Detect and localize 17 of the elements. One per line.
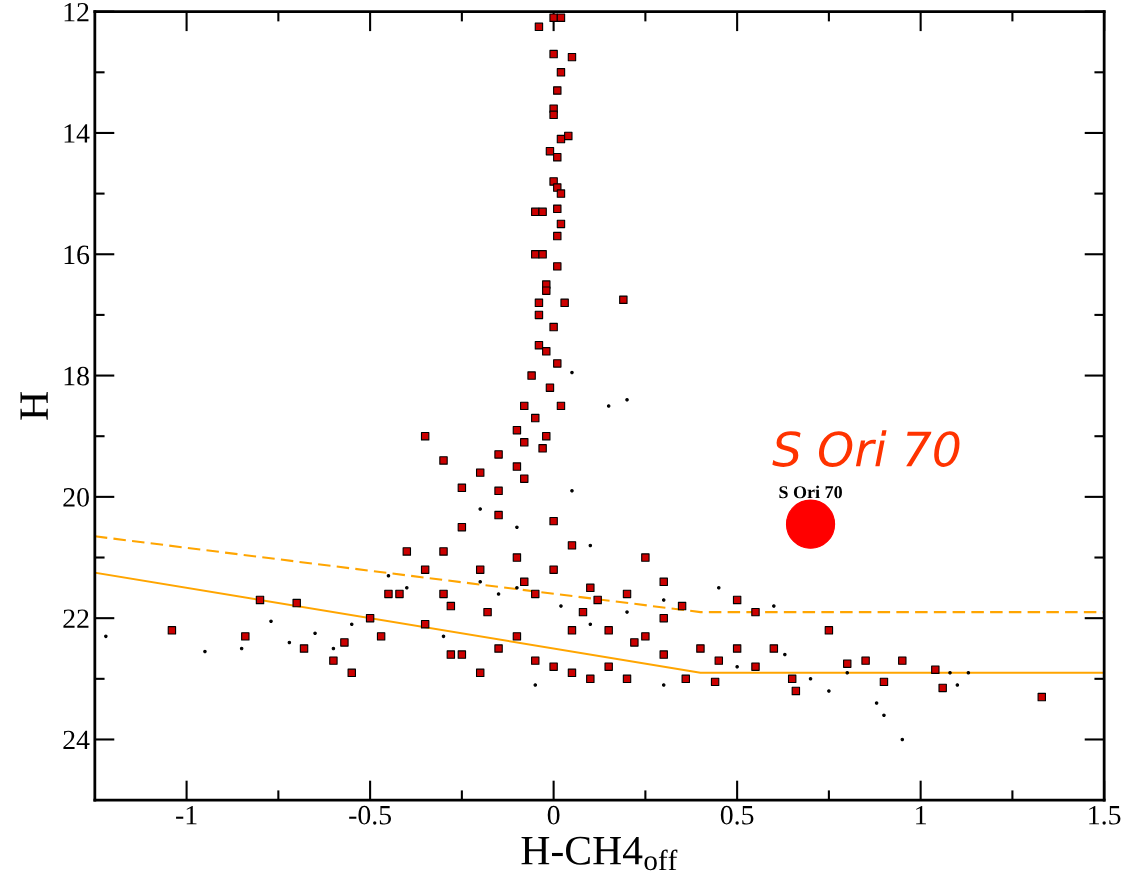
y-axis-title: H <box>20 392 48 420</box>
x-tick-label: 1.5 <box>1089 805 1121 825</box>
y-tick-label: 20 <box>63 488 89 507</box>
annotation: S Ori 70 <box>779 485 842 499</box>
x-tick-label: 0.5 <box>720 805 754 825</box>
x-tick-label: 0 <box>547 805 560 825</box>
x-tick-label: -0.5 <box>349 805 392 825</box>
x-tick-label: -1 <box>176 805 197 825</box>
y-tick-label: 12 <box>64 2 89 22</box>
y-tick-label: 16 <box>64 245 90 265</box>
x-axis-title: H-CH4$_{off}$ <box>521 836 678 871</box>
y-tick-label: 22 <box>63 609 89 628</box>
x-tick-label: 1 <box>916 805 926 825</box>
y-tick-label: 18 <box>64 366 89 386</box>
y-tick-label: 24 <box>63 730 90 750</box>
y-tick-label: 14 <box>64 124 90 143</box>
annotation: S Ori 70 <box>772 430 960 467</box>
